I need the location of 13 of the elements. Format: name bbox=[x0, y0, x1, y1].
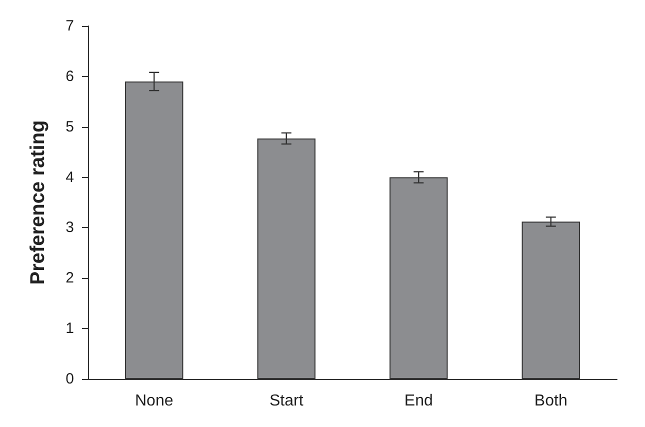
y-tick-label: 6 bbox=[66, 68, 74, 85]
x-tick-label: End bbox=[404, 392, 433, 410]
y-tick-label: 2 bbox=[66, 270, 74, 287]
x-tick-label: Both bbox=[534, 392, 568, 410]
y-tick-label: 1 bbox=[66, 320, 74, 338]
y-tick-label: 4 bbox=[66, 168, 74, 186]
y-axis-title: Preference rating bbox=[27, 120, 49, 285]
y-tick-label: 7 bbox=[66, 18, 74, 34]
y-tick-label: 0 bbox=[66, 370, 74, 388]
y-tick-label: 3 bbox=[66, 219, 74, 236]
x-tick-label: None bbox=[135, 392, 174, 410]
y-tick-label: 5 bbox=[66, 118, 74, 136]
x-tick-label: Start bbox=[269, 392, 304, 410]
